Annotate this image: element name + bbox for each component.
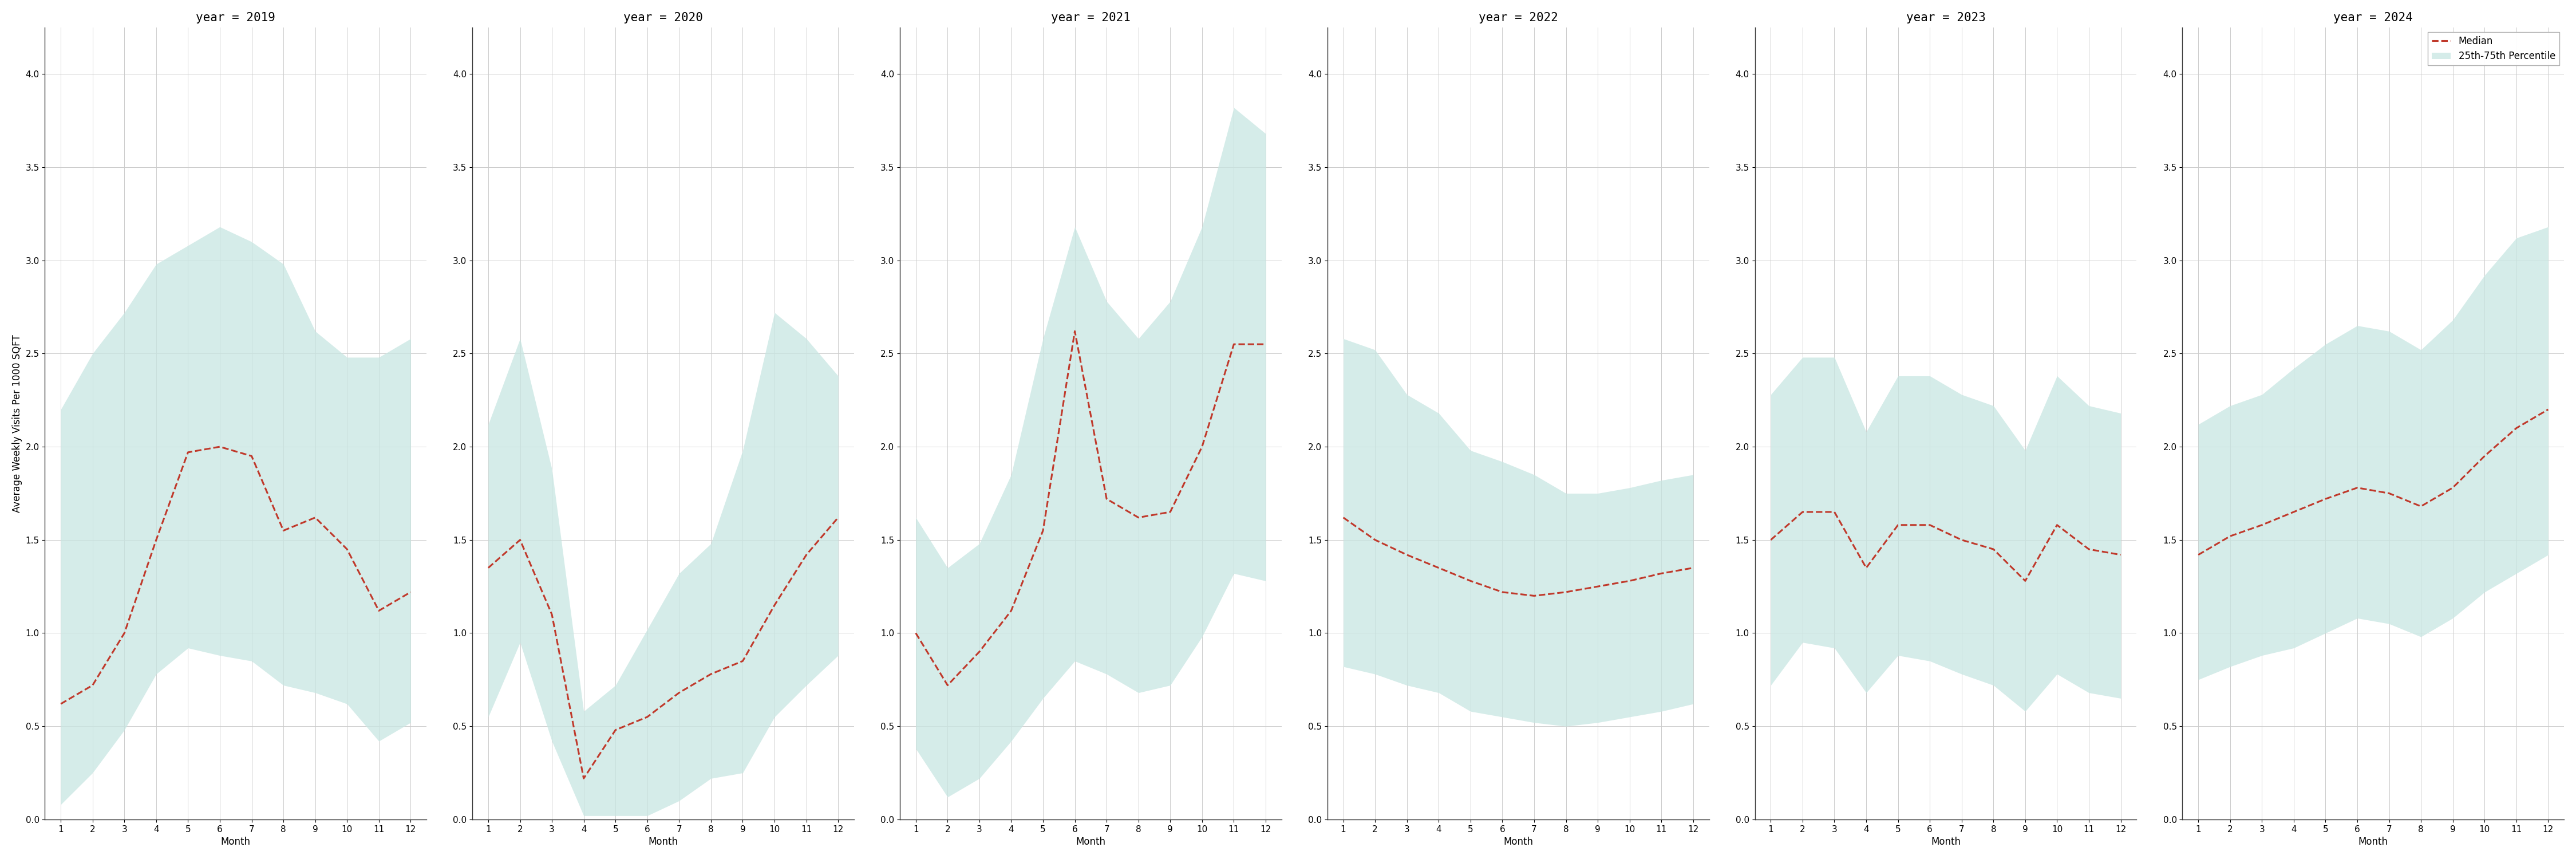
Y-axis label: Average Weekly Visits Per 1000 SQFT: Average Weekly Visits Per 1000 SQFT [13,334,23,513]
Title: year = 2023: year = 2023 [1906,12,1986,23]
Title: year = 2022: year = 2022 [1479,12,1558,23]
X-axis label: Month: Month [1077,837,1105,847]
X-axis label: Month: Month [649,837,677,847]
Legend: Median, 25th-75th Percentile: Median, 25th-75th Percentile [2429,33,2561,65]
X-axis label: Month: Month [1504,837,1533,847]
Title: year = 2021: year = 2021 [1051,12,1131,23]
Title: year = 2024: year = 2024 [2334,12,2414,23]
Title: year = 2020: year = 2020 [623,12,703,23]
Title: year = 2019: year = 2019 [196,12,276,23]
X-axis label: Month: Month [2360,837,2388,847]
X-axis label: Month: Month [222,837,250,847]
X-axis label: Month: Month [1932,837,1960,847]
